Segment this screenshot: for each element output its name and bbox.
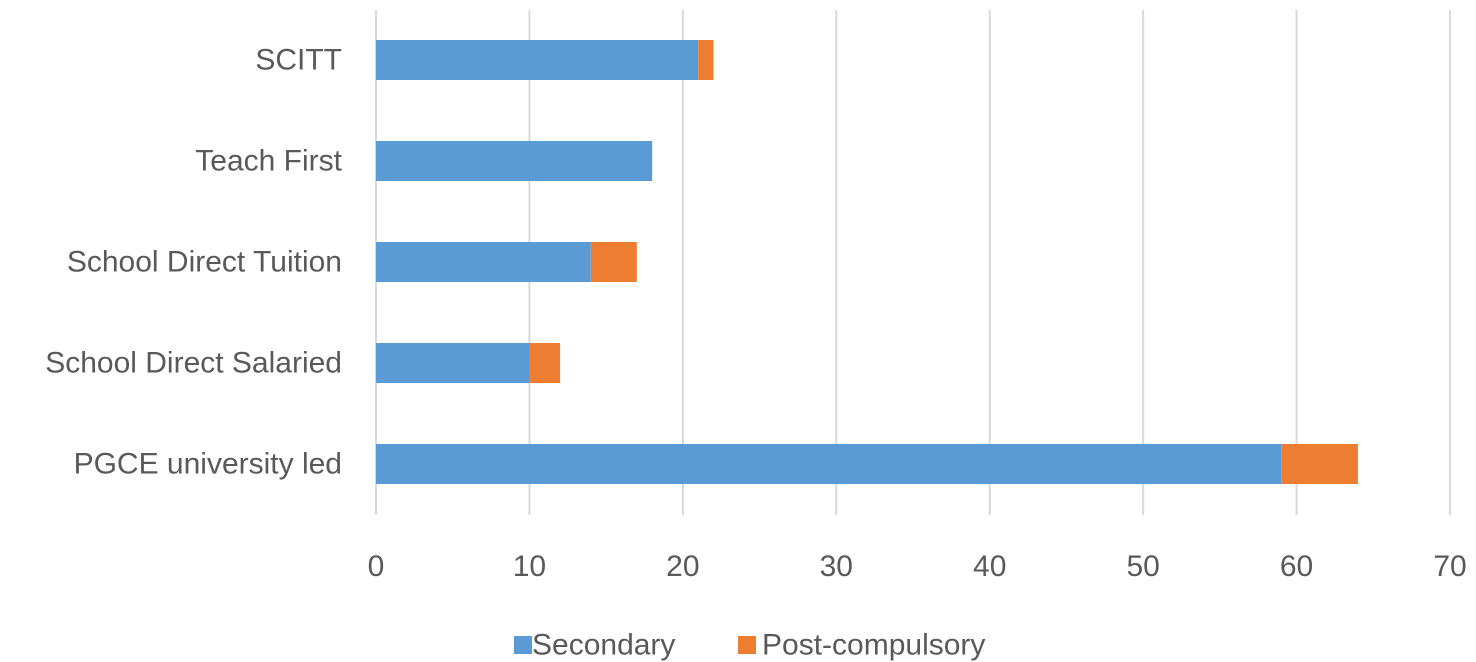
x-tick-label-10: 10 bbox=[513, 550, 546, 583]
bar-secondary-pgce-university-led bbox=[376, 444, 1282, 484]
bar-secondary-school-direct-tuition bbox=[376, 242, 591, 282]
bar-post-compulsory-school-direct-tuition bbox=[590, 242, 637, 282]
category-label: Teach First bbox=[195, 145, 342, 178]
category-labels: SCITT Teach First School Direct Tuition Sch… bbox=[45, 44, 342, 481]
legend-swatch-post-compulsory bbox=[738, 636, 756, 654]
legend-swatch-secondary bbox=[514, 636, 532, 654]
legend-label-secondary: Secondary bbox=[532, 629, 675, 662]
category-label: PGCE university led bbox=[74, 448, 342, 481]
bar-post-compulsory-scitt bbox=[698, 40, 714, 80]
bar-secondary-school-direct-salaried bbox=[376, 343, 530, 383]
x-tick-label-70: 70 bbox=[1433, 550, 1466, 583]
x-tick-label-50: 50 bbox=[1126, 550, 1159, 583]
bar-post-compulsory-pgce-university-led bbox=[1281, 444, 1358, 484]
category-label: SCITT bbox=[255, 44, 342, 77]
category-label: School Direct Salaried bbox=[45, 347, 342, 380]
x-tick-label-60: 60 bbox=[1280, 550, 1313, 583]
x-tick-label-40: 40 bbox=[973, 550, 1006, 583]
x-tick-labels: 0 10 20 30 40 50 60 70 bbox=[368, 550, 1467, 583]
bar-secondary-scitt bbox=[376, 40, 699, 80]
bars bbox=[376, 40, 1358, 484]
x-tick-label-20: 20 bbox=[666, 550, 699, 583]
bar-secondary-teach-first bbox=[376, 141, 653, 181]
legend-label-post-compulsory: Post-compulsory bbox=[762, 629, 985, 662]
x-tick-label-0: 0 bbox=[368, 550, 385, 583]
bar-post-compulsory-school-direct-salaried bbox=[529, 343, 561, 383]
gridlines bbox=[375, 10, 1451, 515]
category-label: School Direct Tuition bbox=[67, 246, 342, 279]
legend: Secondary Post-compulsory bbox=[514, 629, 985, 662]
x-tick-label-30: 30 bbox=[820, 550, 853, 583]
